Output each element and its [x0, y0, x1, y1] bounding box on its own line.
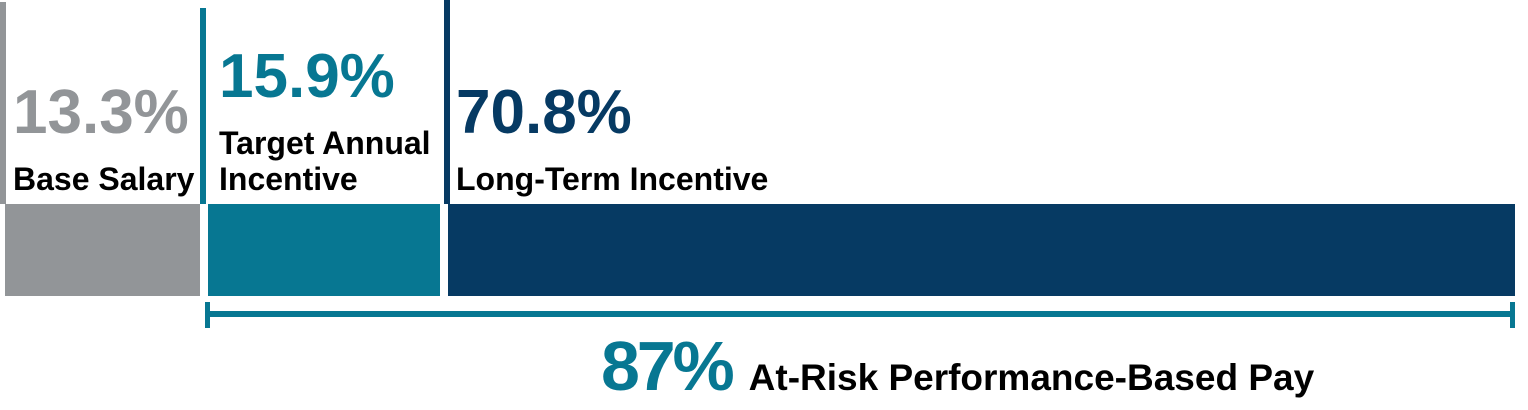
segment-percent-base-salary: 13.3%	[13, 77, 189, 147]
bar-segment-base-salary	[5, 204, 200, 296]
segment-labels-base-salary: 13.3% Base Salary	[13, 0, 194, 204]
at-risk-bracket-tick-right	[1510, 302, 1515, 328]
segment-labels-long-term-incentive: 70.8% Long-Term Incentive	[456, 0, 1176, 204]
at-risk-label: At-Risk Performance-Based Pay	[748, 357, 1315, 398]
divider-rule-target-annual-incentive	[200, 8, 206, 204]
segment-labels-target-annual-incentive: 15.9% Target Annual Incentive	[219, 0, 451, 204]
bar-segment-long-term-incentive	[448, 204, 1515, 296]
segment-label-long-term-incentive: Long-Term Incentive	[456, 160, 769, 197]
segment-label-target-annual-incentive: Target Annual Incentive	[219, 124, 431, 197]
divider-rule-long-term-incentive	[444, 0, 450, 204]
at-risk-bracket-line	[205, 311, 1515, 317]
at-risk-annotation: 87% At-Risk Performance-Based Pay	[601, 331, 1314, 401]
segment-percent-long-term-incentive: 70.8%	[456, 77, 632, 147]
at-risk-percent: 87%	[601, 327, 735, 405]
segment-percent-target-annual-incentive: 15.9%	[219, 41, 395, 111]
bar-segment-target-annual-incentive	[208, 204, 440, 296]
divider-rule-base-salary	[0, 2, 6, 204]
segment-label-base-salary: Base Salary	[13, 160, 195, 197]
